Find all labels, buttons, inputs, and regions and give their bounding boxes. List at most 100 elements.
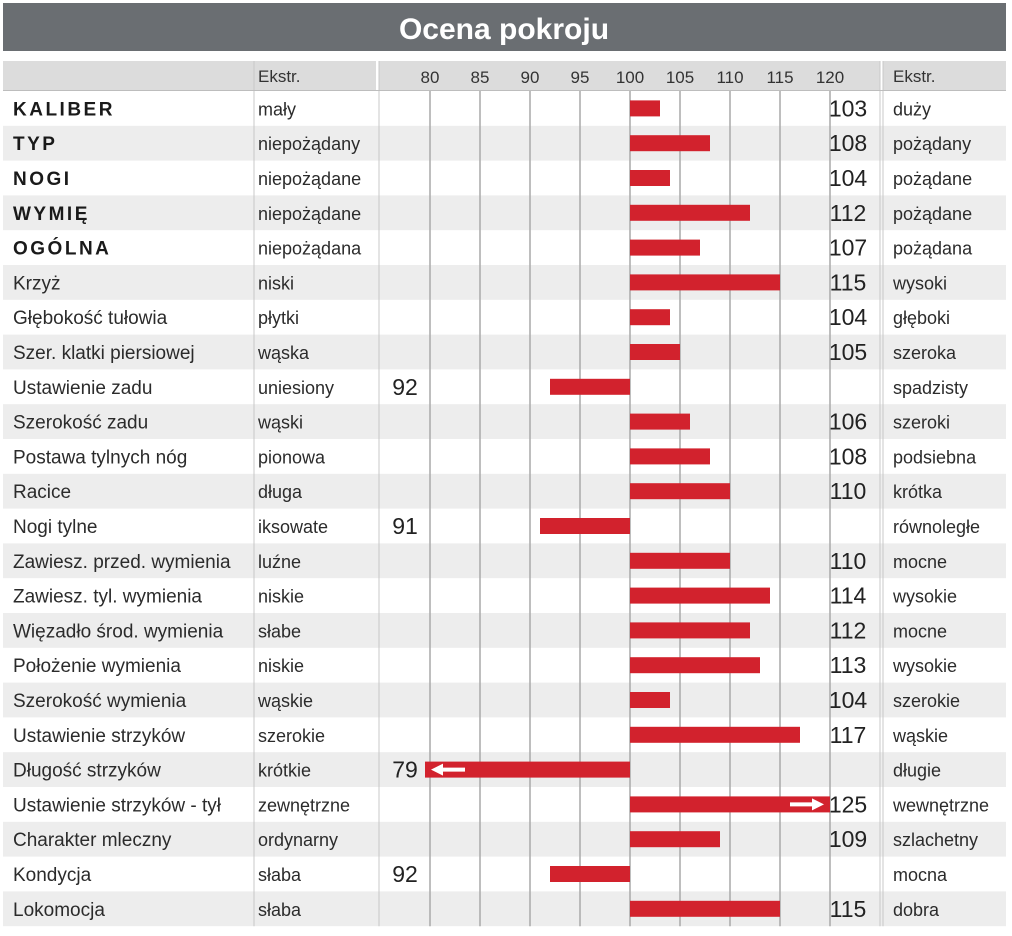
row-shade — [3, 821, 1006, 857]
axis-tick-label: 80 — [421, 68, 440, 87]
trait-label: Położenie wymienia — [13, 656, 181, 677]
bar — [540, 518, 630, 534]
high-extreme-label: duży — [893, 99, 931, 119]
value-label: 107 — [829, 235, 867, 261]
trait-label: Zawiesz. przed. wymienia — [13, 552, 231, 573]
high-extreme-label: mocne — [893, 621, 947, 641]
value-label: 109 — [829, 826, 867, 852]
bar — [630, 692, 670, 708]
high-extreme-label: mocna — [893, 865, 948, 885]
low-extreme-label: niski — [258, 273, 294, 293]
high-extreme-label: pożądana — [893, 239, 973, 259]
trait-label: Ustawienie strzyków — [13, 726, 185, 747]
low-extreme-label: wąski — [257, 413, 303, 433]
bar — [630, 170, 670, 186]
value-label: 115 — [830, 896, 867, 922]
low-extreme-label: niskie — [258, 587, 304, 607]
header-left-extreme: Ekstr. — [258, 67, 301, 86]
low-extreme-label: wąska — [257, 343, 310, 363]
low-extreme-label: niepożądane — [258, 169, 361, 189]
trait-label: Szer. klatki piersiowej — [13, 343, 195, 364]
row-shade — [3, 195, 1006, 231]
high-extreme-label: pożądany — [893, 134, 971, 154]
low-extreme-label: ordynarny — [258, 830, 338, 850]
high-extreme-label: szeroka — [893, 343, 957, 363]
row-shade — [3, 682, 1006, 718]
bar — [630, 309, 670, 326]
high-extreme-label: wewnętrzne — [892, 795, 989, 815]
high-extreme-label: dobra — [893, 900, 940, 920]
high-extreme-label: mocne — [893, 552, 947, 572]
bar — [630, 657, 760, 674]
high-extreme-label: równoległe — [893, 517, 980, 537]
row-shade — [3, 265, 1006, 300]
value-label: 115 — [830, 269, 867, 295]
value-label: 125 — [829, 791, 867, 817]
bar — [425, 761, 630, 778]
trait-label: Charakter mleczny — [13, 830, 172, 851]
low-extreme-label: luźne — [258, 552, 301, 572]
row-shade — [3, 543, 1006, 579]
trait-label: TYP — [13, 134, 57, 155]
high-extreme-label: wysokie — [892, 656, 957, 676]
bar — [630, 552, 730, 569]
trait-label: Nogi tylne — [13, 517, 98, 538]
value-label: 108 — [829, 443, 867, 469]
value-label: 104 — [829, 165, 868, 191]
trait-label: Postawa tylnych nóg — [13, 447, 187, 468]
high-extreme-label: szeroki — [893, 413, 950, 433]
value-label: 92 — [392, 374, 418, 400]
value-label: 110 — [830, 478, 867, 504]
trait-label: Racice — [13, 482, 71, 503]
row-shade — [3, 334, 1006, 370]
value-label: 103 — [829, 95, 867, 121]
overflow-arrow-left — [431, 763, 465, 776]
low-extreme-label: zewnętrzne — [258, 795, 350, 815]
low-extreme-label: słaba — [258, 900, 302, 920]
row-backgrounds — [3, 125, 1006, 927]
low-extreme-label: długa — [258, 482, 303, 502]
low-extreme-label: krótkie — [258, 761, 311, 781]
trait-label: Głębokość tułowia — [13, 308, 168, 329]
value-label: 104 — [829, 687, 868, 713]
value-label: 91 — [392, 513, 418, 539]
high-extreme-label: głęboki — [893, 308, 950, 328]
trait-label: Ustawienie zadu — [13, 378, 152, 399]
bar — [630, 900, 780, 917]
bar — [630, 831, 720, 848]
low-extreme-label: szerokie — [258, 726, 325, 746]
row-texts: KALIBER mały duży 103 TYP niepożądany pożądany… — [13, 95, 989, 921]
trait-label: Kondycja — [13, 865, 92, 886]
low-extreme-label: płytki — [258, 308, 299, 328]
value-label: 92 — [392, 861, 418, 887]
value-label: 114 — [830, 583, 867, 609]
axis-tick-label: 85 — [471, 68, 490, 87]
low-extreme-label: iksowate — [258, 517, 328, 537]
bar — [630, 274, 780, 291]
bar — [630, 239, 700, 256]
trait-label: Długość strzyków — [13, 761, 161, 782]
header-axis-bg — [379, 61, 880, 90]
high-extreme-label: wysokie — [892, 587, 957, 607]
value-label: 112 — [830, 617, 867, 643]
trait-label: NOGI — [13, 169, 72, 190]
low-extreme-label: pionowa — [258, 447, 326, 467]
high-extreme-label: spadzisty — [893, 378, 968, 398]
trait-label: Zawiesz. tyl. wymienia — [13, 587, 202, 608]
bar — [630, 135, 710, 152]
bar — [550, 378, 630, 395]
high-extreme-label: szlachetny — [893, 830, 978, 850]
value-label: 112 — [830, 200, 867, 226]
high-extreme-label: krótka — [893, 482, 943, 502]
axis-tick-label: 100 — [616, 68, 644, 87]
low-extreme-label: niepożądane — [258, 204, 361, 224]
row-shade — [3, 613, 1006, 648]
gridlines — [429, 91, 831, 927]
high-extreme-label: podsiebna — [893, 447, 977, 467]
value-label: 108 — [829, 130, 867, 156]
bar — [630, 413, 690, 430]
axis-tick-labels: 80 85 90 95 100 105 110 115 120 — [421, 68, 845, 87]
overflow-arrows — [431, 763, 824, 811]
header-right-bg — [883, 61, 1006, 90]
